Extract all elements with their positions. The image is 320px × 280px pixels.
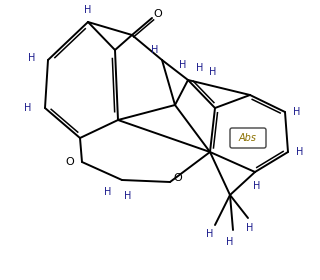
Text: H: H	[84, 5, 92, 15]
Text: H: H	[296, 147, 304, 157]
Text: O: O	[66, 157, 74, 167]
Text: Abs: Abs	[239, 133, 257, 143]
Text: H: H	[151, 45, 159, 55]
Text: H: H	[104, 187, 112, 197]
Text: H: H	[196, 63, 204, 73]
Text: H: H	[246, 223, 254, 233]
Text: H: H	[206, 229, 214, 239]
Text: H: H	[24, 103, 32, 113]
Text: H: H	[226, 237, 234, 247]
Text: H: H	[124, 191, 132, 201]
Text: H: H	[293, 107, 301, 117]
Text: H: H	[179, 60, 187, 70]
FancyBboxPatch shape	[230, 128, 266, 148]
Text: O: O	[154, 9, 162, 19]
Text: H: H	[209, 67, 217, 77]
Text: H: H	[28, 53, 36, 63]
Text: H: H	[253, 181, 261, 191]
Text: O: O	[174, 173, 182, 183]
